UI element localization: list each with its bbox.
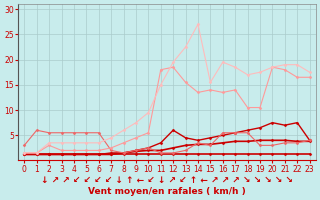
X-axis label: ↓ ↗ ↗ ↙ ↙ ↙ ↙ ↓ ↑ ← ↙ ↓ ↗ ↙ ↑ ← ↗ ↗ ↗ ↘ ↘ ↘ ↘ ↘
Vent moyen/en rafales ( km/h ): ↓ ↗ ↗ ↙ ↙ ↙ ↙ ↓ ↑ ← ↙ ↓ ↗ ↙ ↑ ← ↗ ↗ ↗ ↘ …	[41, 176, 293, 196]
